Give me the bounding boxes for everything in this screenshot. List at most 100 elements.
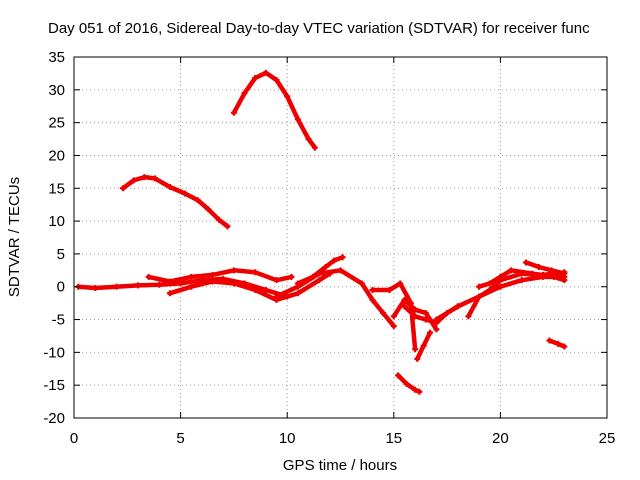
data-point [209, 271, 216, 278]
y-tick-label: 30 [48, 82, 65, 99]
data-point [546, 337, 553, 344]
data-point [205, 206, 212, 213]
data-point [188, 283, 195, 290]
data-point [422, 309, 429, 316]
data-point [339, 254, 346, 261]
data-point [465, 313, 472, 320]
data-point [262, 287, 269, 294]
data-point [554, 340, 561, 347]
y-tick-label: 20 [48, 147, 65, 164]
data-point [497, 283, 504, 290]
chart-title: Day 051 of 2016, Sidereal Day-to-day VTE… [48, 20, 590, 37]
data-point [145, 273, 152, 280]
data-point [230, 109, 237, 116]
data-point [433, 316, 440, 323]
y-tick-label: 35 [48, 49, 65, 66]
data-point [252, 287, 259, 294]
data-point [454, 303, 461, 310]
x-tick-label: 15 [385, 430, 402, 447]
x-tick-label: 5 [176, 430, 184, 447]
x-tick-label: 10 [279, 430, 296, 447]
data-point [403, 380, 410, 387]
data-point [273, 293, 280, 300]
data-point [476, 293, 483, 300]
data-point [305, 136, 312, 143]
data-point [309, 273, 316, 280]
data-point [130, 177, 137, 184]
data-point [561, 277, 568, 284]
data-point [209, 278, 216, 285]
axis-ticks: 0 5 10 15 20 25 -20 -15 -10 -5 0 5 10 15 20 25 30 35 [43, 49, 615, 447]
data-point [497, 273, 504, 280]
data-point [273, 277, 280, 284]
data-point [188, 273, 195, 280]
data-point [294, 290, 301, 297]
y-tick-label: -5 [52, 312, 65, 329]
data-point [529, 270, 536, 277]
data-point [414, 355, 421, 362]
data-point [262, 69, 269, 76]
y-tick-label: 5 [57, 246, 65, 263]
series-arc-mid-peak [120, 174, 230, 229]
data-point [194, 197, 201, 204]
data-point [241, 90, 248, 97]
data-point [427, 329, 434, 336]
data-point [141, 174, 148, 181]
data-point [401, 296, 408, 303]
plot-frame [73, 56, 608, 419]
data-point [420, 342, 427, 349]
data-point [486, 280, 493, 287]
data-point [412, 386, 419, 393]
y-tick-label: 25 [48, 115, 65, 132]
data-point [358, 280, 365, 287]
y-tick-label: -20 [43, 410, 65, 427]
data-point [476, 283, 483, 290]
data-point [401, 303, 408, 310]
data-point [386, 287, 393, 294]
data-point [294, 116, 301, 123]
grid [74, 57, 607, 418]
y-tick-label: -15 [43, 377, 65, 394]
data-point [561, 270, 568, 277]
data-point [535, 264, 542, 271]
data-point [518, 277, 525, 284]
data-point [331, 257, 338, 264]
data-point [380, 309, 387, 316]
data-point [181, 190, 188, 197]
series-group [75, 69, 568, 395]
data-point [422, 316, 429, 323]
data-point [166, 290, 173, 297]
data-point [548, 267, 555, 274]
data-point [369, 296, 376, 303]
data-point [120, 185, 127, 192]
data-point [397, 280, 404, 287]
series-arc-center-rise [274, 268, 397, 329]
data-point [561, 343, 568, 350]
data-point [224, 223, 231, 230]
data-point [522, 259, 529, 266]
x-tick-label: 25 [599, 430, 616, 447]
data-point [311, 144, 318, 151]
y-tick-label: 10 [48, 213, 65, 230]
series-arc-high-peak [231, 70, 318, 150]
data-point [433, 326, 440, 333]
data-point [316, 277, 323, 284]
data-point [369, 287, 376, 294]
y-tick-label: -10 [43, 344, 65, 361]
y-tick-label: 15 [48, 180, 65, 197]
data-point [294, 280, 301, 287]
data-point [152, 175, 159, 182]
x-tick-label: 20 [492, 430, 509, 447]
data-point [412, 346, 419, 353]
data-point [416, 388, 423, 395]
data-point [230, 267, 237, 274]
data-point [252, 75, 259, 82]
data-point [134, 282, 141, 289]
x-axis-label: GPS time / hours [283, 457, 397, 474]
data-point [486, 287, 493, 294]
data-point [252, 269, 259, 276]
series-arc-late-bump [523, 260, 567, 276]
data-point [390, 313, 397, 320]
data-point [390, 323, 397, 330]
